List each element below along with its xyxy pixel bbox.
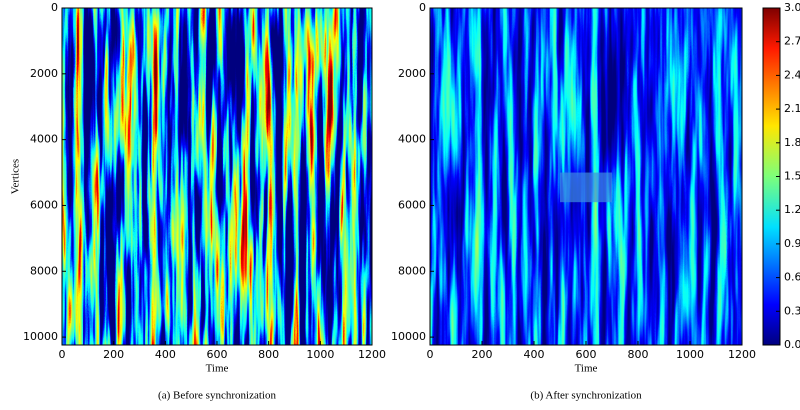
colorbar-tick-label: 2.7 xyxy=(784,35,800,48)
colorbar-tick-label: 2.1 xyxy=(784,102,800,115)
colorbar-tick-label: 1.5 xyxy=(784,170,800,183)
caption: (b) After synchronization xyxy=(530,390,642,402)
heatmap-image xyxy=(62,8,372,345)
x-tick-label: 400 xyxy=(524,348,545,361)
colorbar-tick-label: 2.4 xyxy=(784,68,800,81)
x-tick-label: 800 xyxy=(628,348,649,361)
y-tick-label: 0 xyxy=(419,1,426,14)
colorbar-tick-label: 0.0 xyxy=(784,338,800,351)
x-tick-label: 0 xyxy=(59,348,66,361)
x-tick-label: 600 xyxy=(576,348,597,361)
y-tick-label: 0 xyxy=(51,1,58,14)
colorbar-tick-label: 1.8 xyxy=(784,136,800,149)
y-tick-label: 8000 xyxy=(398,264,426,277)
highlight-block xyxy=(560,172,612,203)
y-tick-label: 10000 xyxy=(391,330,426,343)
colorbar-tick-label: 0.9 xyxy=(784,237,800,250)
y-axis-label: Vertices xyxy=(10,159,22,194)
x-tick-label: 400 xyxy=(155,348,176,361)
y-tick-label: 6000 xyxy=(398,198,426,211)
y-tick-label: 2000 xyxy=(398,67,426,80)
colorbar-tick-label: 1.2 xyxy=(784,203,800,216)
y-tick-label: 8000 xyxy=(30,264,58,277)
y-tick-label: 2000 xyxy=(30,67,58,80)
x-tick-label: 800 xyxy=(258,348,279,361)
colorbar-tick-label: 3.0 xyxy=(784,1,800,14)
x-tick-label: 1000 xyxy=(676,348,704,361)
y-tick-label: 10000 xyxy=(23,330,58,343)
y-tick-label: 4000 xyxy=(30,133,58,146)
x-tick-label: 1000 xyxy=(306,348,334,361)
x-tick-label: 1200 xyxy=(358,348,386,361)
x-tick-label: 600 xyxy=(207,348,228,361)
colorbar-tick-label: 0.6 xyxy=(784,271,800,284)
caption: (a) Before synchronization xyxy=(158,390,276,402)
x-tick-label: 0 xyxy=(427,348,434,361)
x-axis-label: Time xyxy=(206,363,229,375)
y-tick-label: 4000 xyxy=(398,133,426,146)
x-tick-label: 1200 xyxy=(728,348,756,361)
x-axis-label: Time xyxy=(575,363,598,375)
x-tick-label: 200 xyxy=(103,348,124,361)
y-tick-label: 6000 xyxy=(30,198,58,211)
x-tick-label: 200 xyxy=(472,348,493,361)
colorbar-tick-label: 0.3 xyxy=(784,304,800,317)
